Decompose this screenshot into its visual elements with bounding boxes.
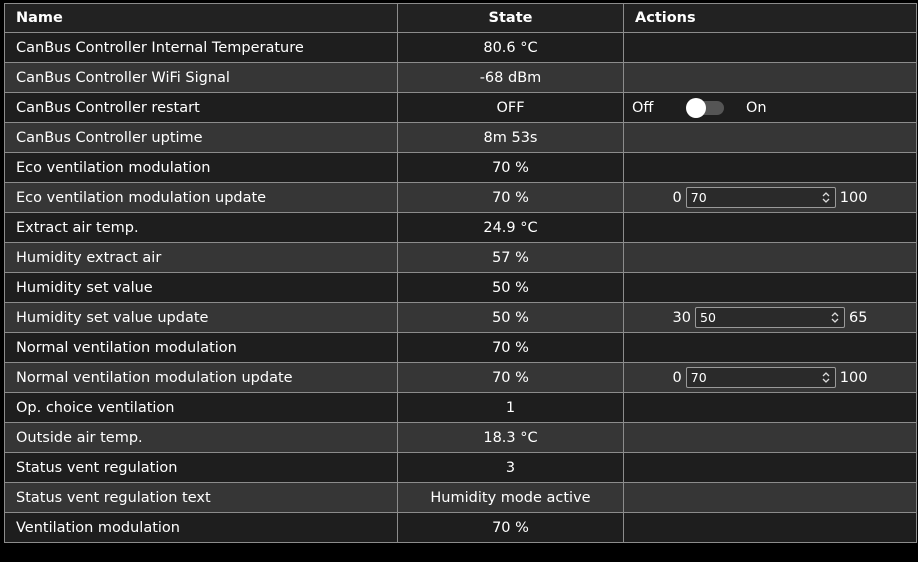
number-max-label: 100	[839, 189, 868, 206]
column-header-name: Name	[4, 3, 398, 33]
entity-actions	[623, 212, 917, 243]
table-row: Humidity set value update 50 % 30 50 65	[4, 302, 917, 333]
spinner-arrows-icon[interactable]	[821, 370, 831, 385]
entity-actions	[623, 482, 917, 513]
entity-name: Humidity set value	[4, 272, 398, 303]
entity-actions	[623, 392, 917, 423]
number-min-label: 0	[672, 369, 682, 386]
number-max-label: 100	[839, 369, 868, 386]
entity-name: CanBus Controller WiFi Signal	[4, 62, 398, 93]
entity-actions	[623, 122, 917, 153]
entity-actions	[623, 32, 917, 63]
entity-state: 57 %	[397, 242, 624, 273]
number-max-label: 65	[849, 309, 868, 326]
restart-toggle[interactable]	[686, 97, 724, 118]
number-input-value: 70	[690, 190, 707, 205]
entity-actions: Off On	[623, 92, 917, 123]
entity-actions	[623, 242, 917, 273]
table-row: Normal ventilation modulation 70 %	[4, 332, 917, 363]
number-input[interactable]: 70	[685, 187, 836, 208]
number-input[interactable]: 50	[695, 307, 845, 328]
switch-off-label: Off	[632, 99, 654, 116]
toggle-knob	[686, 97, 706, 118]
number-control: 0 70 100	[625, 187, 916, 208]
entity-name: Op. choice ventilation	[4, 392, 398, 423]
number-input-value: 50	[700, 310, 716, 325]
entity-state: -68 dBm	[397, 62, 624, 93]
table-row: Status vent regulation 3	[4, 452, 917, 483]
spinner-arrows-icon[interactable]	[830, 310, 840, 325]
entity-actions	[623, 152, 917, 183]
table-row: Status vent regulation text Humidity mode…	[4, 482, 917, 513]
entity-state: 50 %	[397, 302, 624, 333]
restart-switch-control: Off On	[625, 97, 916, 118]
entity-name: Eco ventilation modulation update	[4, 182, 398, 213]
entity-state: Humidity mode active	[397, 482, 624, 513]
entity-name: Status vent regulation text	[4, 482, 398, 513]
entity-name: Eco ventilation modulation	[4, 152, 398, 183]
entity-name: Humidity set value update	[4, 302, 398, 333]
entity-name: CanBus Controller uptime	[4, 122, 398, 153]
entity-state: 3	[397, 452, 624, 483]
number-input[interactable]: 70	[685, 367, 836, 388]
entity-state: 1	[397, 392, 624, 423]
number-control: 0 70 100	[625, 367, 916, 388]
entity-state: 70 %	[397, 182, 624, 213]
number-min-label: 30	[672, 309, 691, 326]
entity-name: Ventilation modulation	[4, 512, 398, 543]
entity-actions	[623, 452, 917, 483]
entity-actions: 0 70 100	[623, 362, 917, 393]
table-row: Op. choice ventilation 1	[4, 392, 917, 423]
entity-actions	[623, 62, 917, 93]
entity-state: 70 %	[397, 332, 624, 363]
entity-actions	[623, 272, 917, 303]
entity-name: CanBus Controller Internal Temperature	[4, 32, 398, 63]
switch-on-label: On	[746, 99, 767, 116]
entity-table: Name State Actions CanBus Controller Int…	[4, 3, 917, 543]
entity-actions	[623, 512, 917, 543]
entity-name: Status vent regulation	[4, 452, 398, 483]
entity-state: 70 %	[397, 152, 624, 183]
entity-state: 80.6 °C	[397, 32, 624, 63]
table-row: Humidity extract air 57 %	[4, 242, 917, 273]
number-control: 30 50 65	[625, 307, 916, 328]
entity-state: 18.3 °C	[397, 422, 624, 453]
entity-name: CanBus Controller restart	[4, 92, 398, 123]
entity-name: Extract air temp.	[4, 212, 398, 243]
entity-state: 8m 53s	[397, 122, 624, 153]
spinner-arrows-icon[interactable]	[821, 190, 831, 205]
table-row: CanBus Controller Internal Temperature 80…	[4, 32, 917, 63]
entity-state: 50 %	[397, 272, 624, 303]
entity-name: Outside air temp.	[4, 422, 398, 453]
column-header-state: State	[397, 3, 624, 33]
table-row: Eco ventilation modulation 70 %	[4, 152, 917, 183]
table-header-row: Name State Actions	[4, 3, 917, 33]
entity-actions: 0 70 100	[623, 182, 917, 213]
entity-state: OFF	[397, 92, 624, 123]
entity-actions: 30 50 65	[623, 302, 917, 333]
number-min-label: 0	[672, 189, 682, 206]
entity-state: 70 %	[397, 512, 624, 543]
number-input-value: 70	[690, 370, 707, 385]
entity-actions	[623, 332, 917, 363]
table-row: Eco ventilation modulation update 70 % 0 70…	[4, 182, 917, 213]
entity-name: Normal ventilation modulation update	[4, 362, 398, 393]
column-header-actions: Actions	[623, 3, 917, 33]
table-row: CanBus Controller uptime 8m 53s	[4, 122, 917, 153]
entity-name: Humidity extract air	[4, 242, 398, 273]
table-row: CanBus Controller restart OFF Off On	[4, 92, 917, 123]
table-row: Outside air temp. 18.3 °C	[4, 422, 917, 453]
table-row: Normal ventilation modulation update 70 %…	[4, 362, 917, 393]
entity-actions	[623, 422, 917, 453]
table-row: Humidity set value 50 %	[4, 272, 917, 303]
entity-state: 24.9 °C	[397, 212, 624, 243]
table-row: CanBus Controller WiFi Signal -68 dBm	[4, 62, 917, 93]
entity-state: 70 %	[397, 362, 624, 393]
table-row: Ventilation modulation 70 %	[4, 512, 917, 543]
table-row: Extract air temp. 24.9 °C	[4, 212, 917, 243]
entity-name: Normal ventilation modulation	[4, 332, 398, 363]
